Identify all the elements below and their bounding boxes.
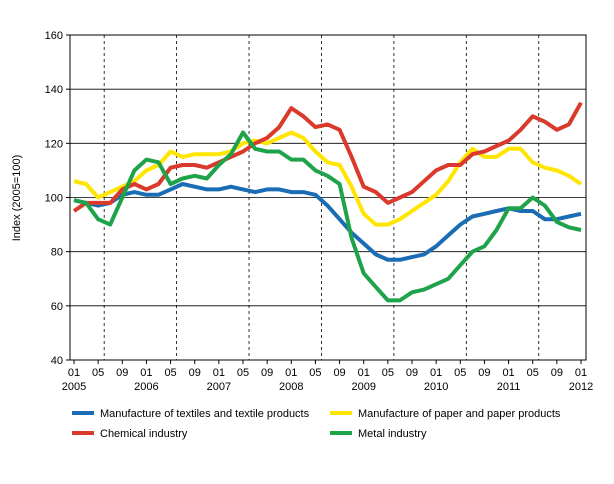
x-tick-label: 05 — [527, 367, 539, 379]
x-tick-label: 05 — [164, 367, 176, 379]
x-year-label: 2006 — [134, 381, 158, 393]
x-tick-label: 01 — [140, 367, 152, 379]
x-tick-label: 05 — [92, 367, 104, 379]
y-tick-label: 100 — [45, 193, 63, 205]
legend-label: Chemical industry — [100, 428, 188, 440]
x-tick-label: 05 — [309, 367, 321, 379]
series-line — [73, 130, 582, 303]
x-tick-label: 01 — [213, 367, 225, 379]
x-tick-label: 01 — [575, 367, 587, 379]
series-line — [72, 101, 583, 213]
x-tick-label: 09 — [551, 367, 563, 379]
x-tick-label: 09 — [261, 367, 273, 379]
legend-label: Manufacture of paper and paper products — [358, 408, 561, 420]
x-tick-label: 01 — [68, 367, 80, 379]
x-year-label: 2005 — [62, 381, 86, 393]
x-year-label: 2010 — [424, 381, 448, 393]
x-tick-label: 09 — [189, 367, 201, 379]
x-year-label: 2012 — [569, 381, 593, 393]
y-tick-label: 80 — [51, 247, 63, 259]
y-tick-label: 40 — [51, 355, 63, 367]
x-tick-label: 05 — [454, 367, 466, 379]
x-tick-label: 09 — [116, 367, 128, 379]
x-tick-label: 01 — [502, 367, 514, 379]
x-tick-label: 09 — [406, 367, 418, 379]
x-year-label: 2008 — [279, 381, 303, 393]
y-tick-label: 60 — [51, 301, 63, 313]
x-year-label: 2007 — [207, 381, 231, 393]
series-line — [73, 182, 582, 262]
x-tick-label: 01 — [285, 367, 297, 379]
x-tick-label: 05 — [382, 367, 394, 379]
legend-label: Metal industry — [358, 428, 427, 440]
y-tick-label: 160 — [45, 30, 63, 42]
x-tick-label: 01 — [430, 367, 442, 379]
x-tick-label: 01 — [358, 367, 370, 379]
legend-label: Manufacture of textiles and textile prod… — [100, 408, 310, 420]
x-year-label: 2009 — [351, 381, 375, 393]
x-tick-label: 09 — [478, 367, 490, 379]
y-tick-label: 120 — [45, 138, 63, 150]
y-tick-label: 140 — [45, 84, 63, 96]
x-year-label: 2011 — [497, 381, 521, 393]
y-axis-label: Index (2005=100) — [11, 155, 23, 242]
x-tick-label: 09 — [333, 367, 345, 379]
x-tick-label: 05 — [237, 367, 249, 379]
